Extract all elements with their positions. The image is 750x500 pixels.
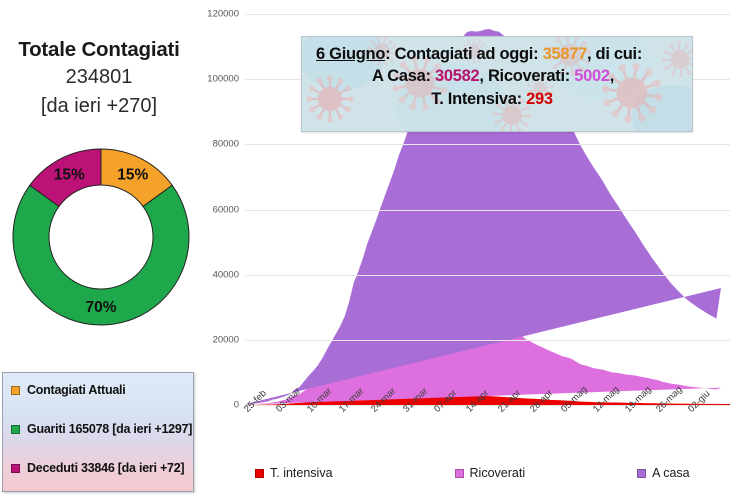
y-tick-label: 20000 [212, 334, 239, 346]
info-line1-b: , di cui: [586, 45, 643, 63]
legend-label-guariti: Guariti 165078 [da ieri +1297] [27, 422, 193, 436]
area-series-2 [245, 29, 721, 405]
x-tick-mark [594, 405, 596, 409]
stacked-area-svg [245, 29, 730, 405]
chart-legend-label-ricoverati: Ricoverati [469, 466, 526, 480]
info-a-casa-value: 30582 [434, 67, 480, 86]
y-tick-label: 80000 [212, 138, 239, 150]
x-tick-mark [530, 405, 532, 409]
y-tick-label: 0 [233, 399, 239, 411]
y-tick-label: 60000 [212, 204, 239, 215]
x-tick-mark [340, 405, 342, 409]
info-date: 6 Giugno [316, 45, 386, 63]
x-tick-mark [657, 405, 659, 409]
totale-delta: [da ieri +270] [40, 95, 158, 118]
y-tick-label: 100000 [207, 73, 239, 85]
virus-particle [461, 38, 487, 64]
plot-area [245, 14, 730, 409]
gridline [245, 209, 730, 211]
chart-legend-item-a-casa[interactable]: A casa [637, 466, 690, 480]
donut-chart: 15% 70% 15% [9, 140, 193, 336]
x-tick-mark [403, 405, 405, 409]
x-tick-mark [467, 405, 469, 409]
legend-label-contagiati-attuali: Contagiati Attuali [27, 383, 126, 397]
totale-value: 234801 [65, 66, 133, 89]
virus-particle [392, 55, 448, 111]
legend-swatch-guariti [11, 424, 20, 434]
legend-label-deceduti: Deceduti 33846 [da ieri +72] [27, 461, 185, 475]
donut-label-2: 15% [54, 167, 85, 184]
left-panel: Totale Contagiati 234801 [da ieri +270] … [0, 0, 198, 500]
info-line-2: A Casa: 30582, Ricoverati: 5002, [312, 65, 682, 87]
info-line2-b: , Ricoverati: [479, 67, 575, 86]
chart-panel: 0 20000 40000 60000 80000 100000 120000 25-feb… [198, 0, 750, 500]
donut-slice-2[interactable] [29, 148, 102, 208]
info-ricoverati-value: 5002 [574, 67, 610, 86]
chart-legend-item-t-intensiva[interactable]: T. intensiva [255, 466, 333, 480]
gridline [245, 144, 730, 146]
totale-contagiati-block: Totale Contagiati 234801 [da ieri +270] [0, 38, 198, 120]
virus-particle [492, 95, 532, 131]
info-box-text: 6 Giugno: Contagiati ad oggi: 35877, di … [302, 37, 692, 110]
donut-label-1: 70% [85, 299, 116, 316]
x-tick-mark [498, 405, 500, 409]
y-axis: 0 20000 40000 60000 80000 100000 120000 [198, 9, 245, 411]
x-axis-labels: 25-feb 03-mar 10-mar 17-mar 24-mar 31-mar 07-a… [242, 384, 730, 455]
virus-particle [526, 75, 554, 103]
info-line2-c: , [609, 67, 615, 86]
virus-particle [367, 37, 397, 66]
gridline [245, 405, 730, 406]
chart-legend-label-t-intensiva: T. intensiva [270, 466, 333, 480]
x-tick-mark [245, 405, 246, 409]
info-contagiati-value: 35877 [542, 45, 588, 63]
donut-svg: 15% 70% 15% [12, 148, 190, 326]
chart-legend-swatch-a-casa [637, 468, 647, 478]
legend-item-contagiati-attuali[interactable]: Contagiati Attuali [11, 383, 126, 397]
x-tick-mark [625, 405, 627, 409]
legend-swatch-contagiati-attuali [11, 385, 20, 395]
info-line2-a: A Casa: [371, 67, 435, 86]
x-tick-mark [689, 405, 691, 409]
info-line1-a: : Contagiati ad oggi: [385, 45, 543, 63]
info-t-intensiva-value: 293 [526, 89, 553, 108]
info-line-3: T. Intensiva: 293 [312, 88, 682, 110]
y-tick-label: 120000 [207, 8, 239, 20]
chart-legend-swatch-t-intensiva [255, 468, 264, 478]
info-line3-a: T. Intensiva: [431, 89, 527, 108]
chart-legend: T. intensiva Ricoverati A casa [245, 462, 735, 484]
legend-item-deceduti[interactable]: Deceduti 33846 [da ieri +72] [11, 461, 185, 475]
chart-legend-swatch-ricoverati [454, 468, 464, 478]
virus-particle [306, 75, 354, 123]
area-series-1 [245, 299, 721, 405]
y-tick-label: 40000 [212, 269, 239, 281]
virus-particle [661, 40, 692, 78]
x-tick-mark [435, 405, 437, 409]
x-tick-mark [276, 405, 278, 409]
donut-slice-1[interactable] [12, 184, 190, 326]
chart-legend-item-ricoverati[interactable]: Ricoverati [454, 466, 526, 480]
virus-particle [548, 37, 592, 77]
legend-item-guariti[interactable]: Guariti 165078 [da ieri +1297] [11, 422, 192, 436]
x-tick-mark [562, 405, 564, 409]
gridline [245, 274, 730, 276]
totale-title: Totale Contagiati [18, 38, 180, 61]
gridline [245, 14, 730, 15]
x-tick-mark [371, 405, 373, 409]
virus-background [302, 37, 692, 131]
chart-legend-label-a-casa: A casa [652, 466, 690, 480]
left-legend-box: Contagiati Attuali Guariti 165078 [da ie… [2, 372, 194, 492]
donut-label-0: 15% [117, 167, 148, 184]
info-box: 6 Giugno: Contagiati ad oggi: 35877, di … [301, 36, 693, 132]
gridline [245, 339, 730, 341]
virus-particle [602, 63, 662, 123]
legend-swatch-deceduti [11, 463, 20, 473]
x-tick-mark [308, 405, 310, 409]
info-line-1: 6 Giugno: Contagiati ad oggi: 35877, di … [312, 43, 682, 65]
